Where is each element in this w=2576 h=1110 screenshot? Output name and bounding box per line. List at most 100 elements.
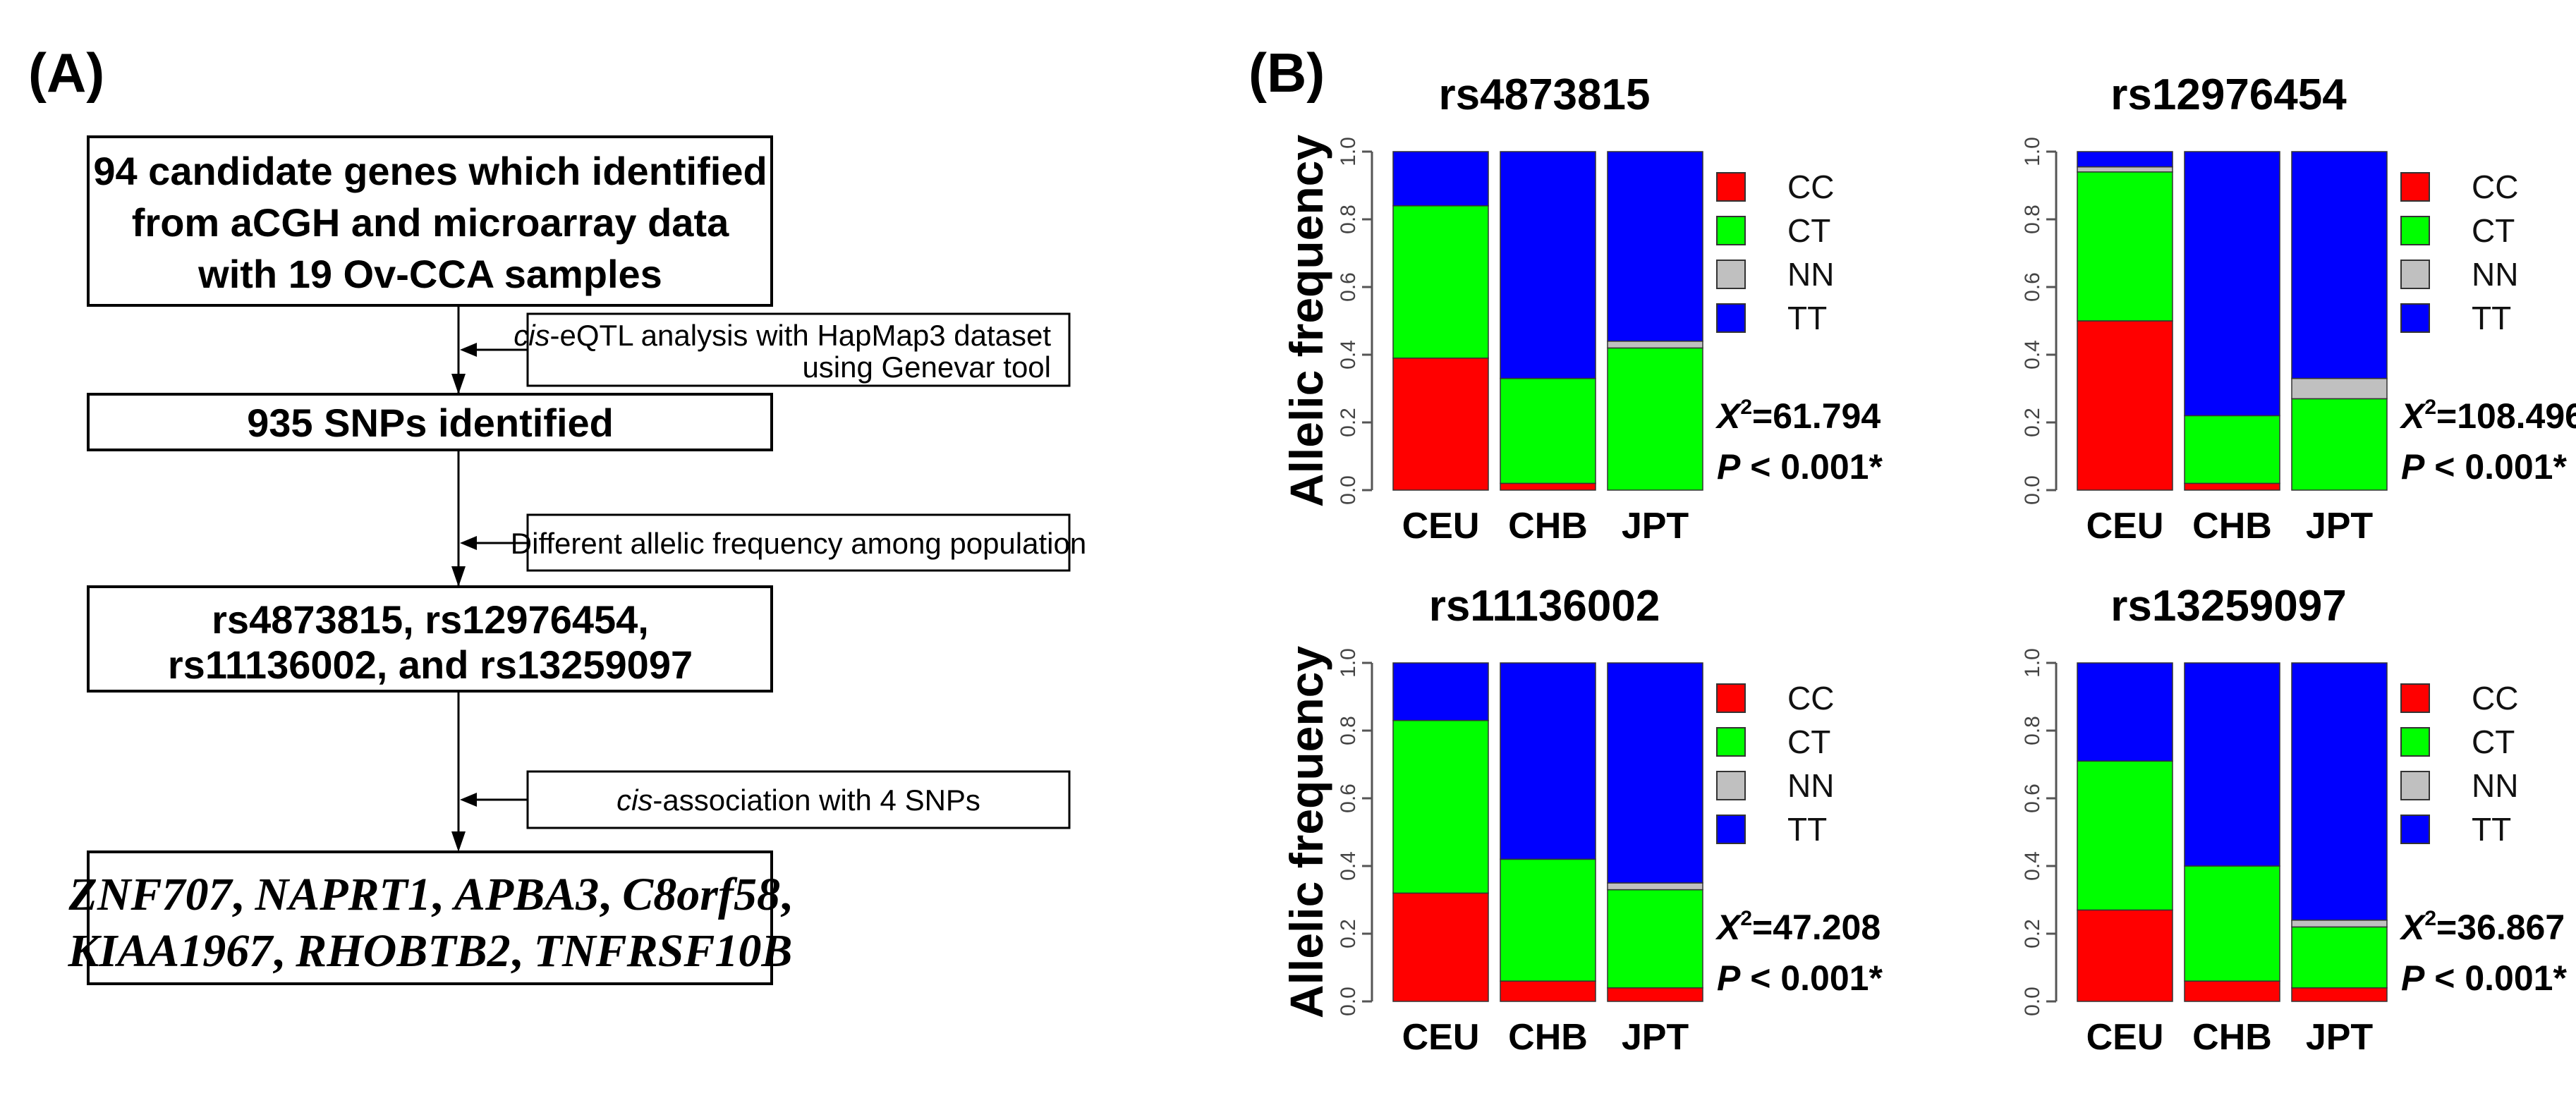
step-italic: cis <box>514 319 549 352</box>
legend-label: NN <box>2472 767 2518 804</box>
y-tick-label: 0.4 <box>2021 851 2044 881</box>
legend-swatch-CC <box>2400 172 2430 202</box>
y-tick-label: 1.0 <box>2021 137 2044 166</box>
x-tick-label: JPT <box>2306 506 2374 547</box>
y-tick-label: 1.0 <box>1337 137 1360 166</box>
y-tick-label: 0.6 <box>2021 272 2044 302</box>
arrow-head-icon <box>451 374 466 394</box>
legend-label: TT <box>2472 300 2511 336</box>
x-tick-label: CHB <box>2192 506 2272 547</box>
step-text: Different allelic frequency among popula… <box>511 527 1086 560</box>
bar-segment-CEU-CC <box>2077 909 2173 1002</box>
bar-segment-CEU-CC <box>1392 892 1489 1002</box>
box-snps-identified: 935 SNPs identified <box>87 393 773 451</box>
bar-segment-CHB-CT <box>1500 377 1596 484</box>
y-tick-label: 0.6 <box>1337 783 1360 813</box>
gene: NAPRT1 <box>255 869 431 920</box>
y-tick-label: 0.2 <box>1337 408 1360 437</box>
separator: , <box>780 869 792 920</box>
p-label: P <box>1717 447 1741 487</box>
step-allelic-frequency: Different allelic frequency among popula… <box>511 513 1086 572</box>
x-tick-label: CEU <box>1402 1017 1480 1058</box>
arrow-head-icon <box>451 566 466 587</box>
legend-label: TT <box>2472 811 2511 848</box>
p-value-stat: P < 0.001* <box>2401 958 2567 998</box>
chi-square-stat: X2=61.794 <box>1715 396 1881 436</box>
box-text: rs11136002, and rs13259097 <box>168 642 693 687</box>
legend-swatch-CC <box>1716 683 1746 713</box>
legend-label: NN <box>2472 256 2518 293</box>
bar-segment-CHB-TT <box>2184 662 2280 867</box>
x-tick-label: CEU <box>1402 506 1480 547</box>
bar-segment-JPT-CT <box>2291 926 2388 989</box>
bar-segment-CEU-TT <box>2077 151 2173 168</box>
separator: , <box>232 869 255 920</box>
bar-segment-JPT-NN <box>2291 377 2388 400</box>
box-text: with 19 Ov-CCA samples <box>198 252 662 296</box>
x-tick-label: CEU <box>2086 506 2164 547</box>
arrow-left-icon <box>460 343 477 357</box>
p-label: P <box>1717 958 1741 998</box>
legend-label: CT <box>2472 724 2515 760</box>
chi-sup: 2 <box>1740 907 1752 930</box>
bar-segment-CEU-CT <box>2077 760 2173 911</box>
bar-segment-JPT-CT <box>2291 398 2388 491</box>
y-axis-label: Allelic frequency <box>1280 646 1332 1018</box>
legend-swatch-NN <box>1716 771 1746 800</box>
box-candidate-genes: 94 candidate genes which identified from… <box>87 135 773 307</box>
legend-swatch-NN <box>1716 260 1746 289</box>
separator: , <box>431 869 454 920</box>
box-genes: ZNF707, NAPRT1, APBA3, C8orf58, KIAA1967… <box>68 850 793 985</box>
gene: C8orf58 <box>622 869 780 920</box>
chi-value: =47.208 <box>1752 908 1881 947</box>
box-text: rs4873815, rs12976454, <box>212 597 649 642</box>
bar-segment-JPT-TT <box>2291 151 2388 379</box>
step-text: cis-association with 4 SNPs <box>616 783 980 817</box>
chart-rs12976454: rs12976454 0.0 0.2 0.4 0.6 0.8 1.0 CEU CHB JPT CC C… <box>2021 71 2576 547</box>
chart-rs11136002: rs11136002 Allelic frequency 0.0 0.2 0.4 0.6 0… <box>1280 582 1883 1058</box>
gene-list-line: KIAA1967, RHOBTB2, TNFRSF10B <box>68 925 793 977</box>
y-tick-label: 0.8 <box>1337 205 1360 234</box>
gene: APBA3 <box>451 869 599 920</box>
y-tick-label: 0.0 <box>1337 987 1360 1016</box>
chi-label: X <box>2399 396 2426 436</box>
gene: RHOBTB2 <box>295 925 510 977</box>
legend-swatch-TT <box>2400 815 2430 844</box>
x-tick-label: CHB <box>1508 506 1588 547</box>
arrow-head-icon <box>451 831 466 852</box>
chi-label: X <box>1715 396 1742 436</box>
step-text: cis-eQTL analysis with HapMap3 dataset <box>514 319 1051 352</box>
bar-segment-CHB-CT <box>2184 865 2280 982</box>
legend-label: NN <box>1787 256 1834 293</box>
x-tick-label: CHB <box>1508 1017 1588 1058</box>
y-tick-label: 1.0 <box>2021 648 2044 678</box>
step-text-line: using Genevar tool <box>802 350 1051 384</box>
bar-segment-JPT-TT <box>2291 662 2388 921</box>
bar-segment-CEU-NN <box>2077 166 2173 173</box>
chi-square-stat: X2=108.496 <box>2399 396 2576 436</box>
x-tick-label: CEU <box>2086 1017 2164 1058</box>
y-tick-label: 0.8 <box>1337 716 1360 745</box>
bar-segment-CHB-CT <box>1500 858 1596 982</box>
chi-square-stat: X2=36.867 <box>2399 907 2565 947</box>
y-tick-label: 0.6 <box>2021 783 2044 813</box>
legend-swatch-TT <box>2400 303 2430 333</box>
chart-title: rs11136002 <box>1429 582 1660 630</box>
bar-segment-CHB-TT <box>1500 662 1596 860</box>
bar-segment-CHB-CC <box>2184 980 2280 1002</box>
separator: , <box>511 925 534 977</box>
chart-title: rs4873815 <box>1439 71 1651 119</box>
chi-square-stat: X2=47.208 <box>1715 907 1881 947</box>
y-tick-label: 0.0 <box>2021 475 2044 505</box>
legend-label: NN <box>1787 767 1834 804</box>
legend-swatch-NN <box>2400 260 2430 289</box>
legend-label: TT <box>1787 811 1827 848</box>
chi-value: =61.794 <box>1752 396 1881 436</box>
bar-segment-CEU-TT <box>1392 662 1489 721</box>
step-text-line: -eQTL analysis with HapMap3 dataset <box>550 319 1052 352</box>
step-cis-association: cis-association with 4 SNPs <box>526 770 1071 829</box>
legend-swatch-CC <box>1716 172 1746 202</box>
box-text: 935 SNPs identified <box>247 401 614 445</box>
